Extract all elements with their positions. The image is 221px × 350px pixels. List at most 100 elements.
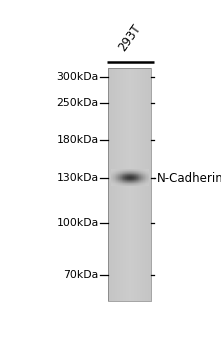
- Bar: [115, 184, 116, 185]
- Bar: [112, 182, 113, 183]
- Bar: [120, 172, 121, 173]
- Bar: [118, 180, 119, 181]
- Bar: [111, 184, 112, 185]
- Bar: [138, 176, 139, 177]
- Bar: [136, 184, 137, 185]
- Bar: [114, 175, 115, 176]
- Bar: [135, 184, 136, 185]
- Bar: [128, 172, 129, 173]
- Bar: [141, 185, 142, 186]
- Bar: [112, 185, 113, 186]
- Bar: [129, 172, 130, 173]
- Bar: [142, 182, 143, 183]
- Bar: [134, 174, 135, 175]
- Bar: [114, 186, 115, 187]
- Bar: [128, 185, 129, 186]
- Bar: [112, 169, 113, 170]
- Bar: [127, 180, 128, 181]
- Bar: [134, 186, 135, 187]
- Bar: [111, 170, 112, 171]
- Bar: [147, 185, 148, 186]
- Bar: [146, 175, 147, 176]
- Bar: [112, 172, 113, 173]
- Bar: [114, 178, 115, 179]
- Bar: [147, 174, 148, 175]
- Bar: [114, 170, 115, 171]
- Bar: [142, 170, 143, 171]
- Bar: [131, 172, 132, 173]
- Bar: [137, 68, 138, 301]
- Bar: [147, 68, 148, 301]
- Bar: [133, 178, 134, 179]
- Bar: [120, 186, 121, 187]
- Bar: [115, 170, 116, 171]
- Bar: [126, 179, 127, 180]
- Bar: [117, 181, 118, 182]
- Bar: [141, 171, 142, 172]
- Bar: [111, 181, 112, 182]
- Bar: [127, 68, 128, 301]
- Bar: [143, 184, 144, 185]
- Bar: [111, 172, 112, 173]
- Bar: [145, 172, 146, 173]
- Bar: [140, 175, 141, 176]
- Bar: [113, 181, 114, 182]
- Bar: [133, 177, 134, 178]
- Bar: [127, 186, 128, 187]
- Bar: [131, 181, 132, 182]
- Bar: [135, 175, 136, 176]
- Bar: [127, 181, 128, 182]
- Bar: [139, 172, 140, 173]
- Bar: [118, 182, 119, 183]
- Bar: [145, 170, 146, 171]
- Bar: [144, 169, 145, 170]
- Bar: [114, 182, 115, 183]
- Bar: [142, 179, 143, 180]
- Bar: [115, 177, 116, 178]
- Bar: [140, 174, 141, 175]
- Bar: [144, 68, 145, 301]
- Bar: [111, 169, 112, 170]
- Bar: [146, 170, 147, 171]
- Bar: [148, 172, 149, 173]
- Bar: [116, 179, 117, 180]
- Bar: [113, 68, 114, 301]
- Bar: [116, 182, 117, 183]
- Bar: [122, 183, 123, 184]
- Bar: [138, 173, 139, 174]
- Bar: [136, 171, 137, 172]
- Bar: [132, 182, 133, 183]
- Bar: [124, 170, 125, 171]
- Bar: [132, 179, 133, 180]
- Bar: [115, 179, 116, 180]
- Bar: [137, 179, 138, 180]
- Bar: [139, 182, 140, 183]
- Bar: [143, 186, 144, 187]
- Bar: [148, 178, 149, 179]
- Bar: [144, 186, 145, 187]
- Bar: [132, 174, 133, 175]
- Bar: [120, 182, 121, 183]
- Bar: [148, 181, 149, 182]
- Bar: [138, 179, 139, 180]
- Bar: [126, 186, 127, 187]
- Bar: [128, 176, 129, 177]
- Bar: [139, 179, 140, 180]
- Bar: [118, 68, 119, 301]
- Bar: [128, 170, 129, 171]
- Bar: [142, 172, 143, 173]
- Bar: [111, 180, 112, 181]
- Bar: [137, 180, 138, 181]
- Bar: [145, 180, 146, 181]
- Bar: [134, 182, 135, 183]
- Bar: [146, 68, 147, 301]
- Bar: [124, 180, 125, 181]
- Bar: [124, 184, 125, 185]
- Bar: [146, 185, 147, 186]
- Bar: [131, 174, 132, 175]
- Bar: [131, 171, 132, 172]
- Bar: [140, 170, 141, 171]
- Bar: [121, 175, 122, 176]
- Bar: [136, 182, 137, 183]
- Bar: [121, 185, 122, 186]
